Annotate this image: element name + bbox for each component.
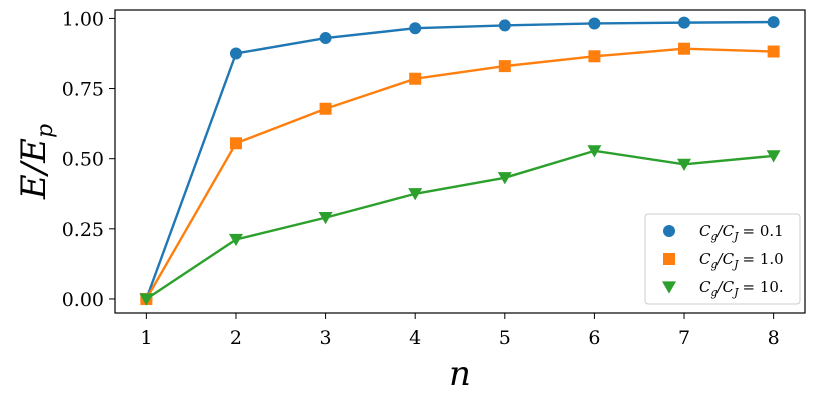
data-point	[588, 17, 601, 30]
legend-label-b: C	[723, 222, 735, 240]
data-point	[678, 16, 691, 29]
legend-label-slash: /	[716, 222, 725, 240]
y-axis-label-main: E/E	[14, 138, 54, 200]
legend-label-a-sub: g	[710, 230, 717, 243]
data-point	[497, 172, 512, 185]
x-tick-label: 2	[230, 327, 242, 349]
data-point	[139, 293, 154, 306]
data-point	[229, 47, 242, 60]
x-tick-label: 6	[588, 327, 600, 349]
legend-label-b-sub: J	[732, 258, 739, 271]
legend-label-b-sub: J	[732, 230, 739, 243]
data-point	[229, 137, 242, 150]
y-axis-label-text: E/Ep	[14, 124, 58, 200]
legend-label-slash: /	[716, 278, 725, 296]
series-line	[145, 149, 774, 300]
legend-label-b-sub: J	[732, 286, 739, 299]
legend-box	[644, 213, 801, 305]
legend-label: Cg/CJ = 1.0	[699, 250, 784, 271]
legend-marker	[663, 253, 675, 265]
x-axis-label: n	[449, 354, 471, 394]
legend-label-a: C	[699, 250, 711, 268]
y-axis-label: E/Ep	[14, 124, 58, 200]
data-point	[588, 50, 601, 63]
data-point	[498, 60, 511, 73]
data-point	[587, 145, 602, 158]
data-point	[319, 32, 332, 45]
series-line	[145, 20, 774, 300]
data-point	[767, 16, 780, 29]
data-point	[408, 188, 423, 201]
legend-marker	[662, 281, 676, 294]
data-point	[318, 212, 333, 225]
x-tick-label: 4	[409, 327, 421, 349]
legend-label-value: = 10.	[743, 278, 784, 296]
legend-label-value: = 1.0	[743, 250, 784, 268]
legend-label-b: C	[723, 278, 735, 296]
series-line	[145, 47, 774, 300]
data-point	[409, 22, 422, 35]
legend-label-a-sub: g	[710, 258, 717, 271]
legend-label-a: C	[699, 278, 711, 296]
data-point	[767, 45, 780, 58]
legend-item: Cg/CJ = 10.	[662, 278, 784, 299]
legend: Cg/CJ = 0.1Cg/CJ = 1.0Cg/CJ = 10.	[644, 213, 801, 305]
legend-label: Cg/CJ = 10.	[699, 278, 784, 299]
legend-label-b: C	[723, 250, 735, 268]
legend-item: Cg/CJ = 1.0	[663, 250, 784, 271]
data-point	[228, 233, 243, 247]
y-tick-label: 0.00	[62, 289, 104, 311]
plot-frame	[114, 9, 806, 314]
data-point	[498, 19, 511, 32]
x-tick-label: 8	[768, 327, 780, 349]
legend-label-slash: /	[716, 250, 725, 268]
series-1	[140, 16, 780, 305]
x-tick-label: 5	[499, 327, 511, 349]
data-point	[766, 150, 781, 163]
legend-marker	[663, 225, 675, 237]
y-tick-label: 0.25	[62, 219, 104, 241]
x-tick-label: 3	[320, 327, 332, 349]
legend-item: Cg/CJ = 0.1	[663, 222, 784, 243]
legend-label-value: = 0.1	[743, 222, 784, 240]
y-tick-label: 0.75	[62, 79, 104, 101]
data-point	[677, 158, 692, 171]
legend-label: Cg/CJ = 0.1	[699, 222, 784, 243]
data-point	[678, 42, 691, 55]
x-tick-label: 7	[678, 327, 690, 349]
data-point	[319, 102, 332, 115]
y-tick-label: 1.00	[62, 8, 104, 30]
legend-label-a: C	[699, 222, 711, 240]
x-tick-label: 1	[140, 327, 152, 349]
legend-label-a-sub: g	[710, 286, 717, 299]
y-tick-label: 0.50	[62, 149, 104, 171]
y-axis-label-sub: p	[33, 124, 58, 138]
series-3	[139, 145, 781, 306]
data-point	[409, 72, 422, 85]
